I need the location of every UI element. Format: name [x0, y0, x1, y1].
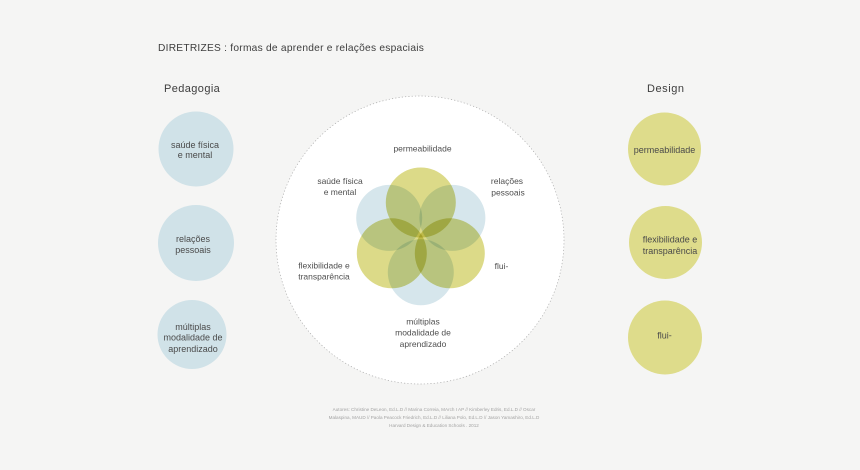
svg-text:flui-: flui- [657, 331, 672, 341]
svg-text:aprendizado: aprendizado [168, 344, 218, 354]
svg-text:múltiplas: múltiplas [175, 322, 211, 332]
svg-text:saúde física: saúde física [171, 140, 219, 150]
svg-text:transparência: transparência [643, 246, 698, 256]
svg-text:saúde física: saúde física [317, 176, 363, 186]
svg-text:modalidade de: modalidade de [395, 328, 451, 338]
svg-text:modalidade de: modalidade de [163, 333, 222, 343]
svg-text:Design: Design [647, 83, 685, 95]
svg-text:transparência: transparência [298, 272, 350, 282]
svg-text:flexibilidade e: flexibilidade e [298, 261, 350, 271]
svg-text:Pedagogia: Pedagogia [164, 83, 221, 95]
svg-text:permeabilidade: permeabilidade [393, 144, 451, 154]
svg-text:pessoais: pessoais [491, 188, 525, 198]
svg-text:Harvard Design & Education Sch: Harvard Design & Education Schools . 201… [389, 423, 479, 428]
svg-text:relações: relações [176, 234, 211, 244]
svg-text:relações: relações [491, 176, 523, 186]
svg-text:e mental: e mental [178, 150, 213, 160]
svg-text:permeabilidade: permeabilidade [634, 145, 696, 155]
svg-text:aprendizado: aprendizado [400, 339, 447, 349]
svg-text:DIRETRIZES : formas de aprende: DIRETRIZES : formas de aprender e relaçõ… [158, 43, 424, 54]
svg-text:flui-: flui- [495, 261, 509, 271]
svg-text:Autores: Christine DeLeon, Ed.: Autores: Christine DeLeon, Ed.L.D // Mar… [333, 407, 536, 412]
svg-text:flexibilidade e: flexibilidade e [643, 235, 698, 245]
svg-text:múltiplas: múltiplas [406, 317, 440, 327]
svg-text:pessoais: pessoais [175, 245, 211, 255]
svg-text:e mental: e mental [324, 187, 357, 197]
svg-text:Malaspina, MAUD // Paola Peaco: Malaspina, MAUD // Paola Peacock Friedri… [329, 415, 540, 420]
